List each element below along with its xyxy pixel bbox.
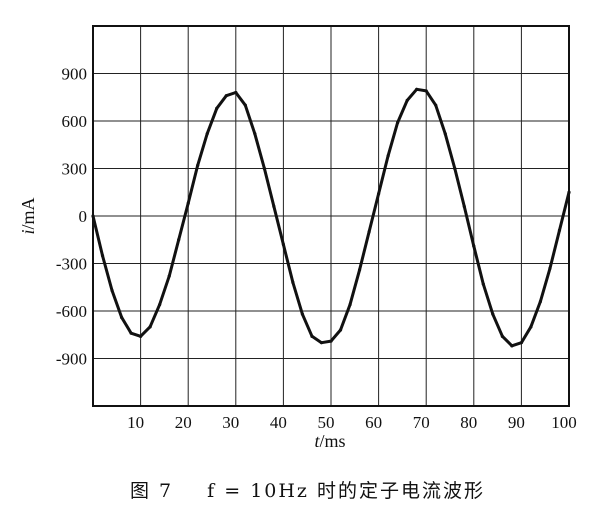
waveform-point [481,282,485,286]
waveform-point [158,303,162,307]
waveform-point [177,238,181,242]
x-axis-unit: /ms [320,431,346,451]
waveform-point [519,341,524,345]
waveform-point [424,89,428,93]
x-tick-label: 100 [551,413,577,432]
waveform-point [272,204,276,209]
waveform-point [386,154,390,158]
x-tick-label: 60 [365,413,382,432]
waveform-point [348,303,352,307]
waveform-point [548,266,552,270]
waveform-point [129,331,133,335]
waveform-point [253,132,257,136]
waveform-point [510,344,514,348]
waveform-point [434,103,438,107]
waveform-point [167,274,171,278]
waveform-point [338,328,343,332]
waveform-point [300,312,305,316]
waveform-point [119,315,124,319]
waveform-point [205,132,209,136]
x-tick-label: 10 [127,413,144,432]
figure-number: 图 7 [130,480,174,502]
x-tick-label: 90 [508,413,525,432]
y-axis-unit: /mA [18,197,38,229]
current-waveform-series [91,87,571,348]
y-axis-variable: i [18,230,38,235]
waveform-point [529,325,533,329]
waveform-point [405,98,409,103]
stator-current-chart: 10 20 30 40 50 60 70 80 90 100 900 600 300 0 -300 -600 -… [18,25,577,451]
waveform-point [443,132,447,136]
x-tick-label: 40 [270,413,287,432]
waveform-point [557,228,562,232]
waveform-point [196,163,200,167]
waveform-point [243,103,247,107]
y-tick-label: -900 [56,350,87,369]
waveform-point [224,94,228,98]
x-axis-title: t/ms [314,431,345,451]
y-tick-label: 900 [62,65,88,84]
waveform-point [291,280,295,285]
waveform-point [415,87,419,91]
tick-labels: 10 20 30 40 50 60 70 80 90 100 900 600 300 0 -300 -600 -… [56,65,577,433]
waveform-point [281,242,285,247]
x-tick-label: 80 [460,413,477,432]
plot-frame [92,25,570,407]
y-axis-title: i/mA [18,197,38,234]
y-tick-label: 600 [62,112,88,131]
waveform-point [110,288,114,293]
waveform-point [234,90,238,95]
y-tick-label: -600 [56,302,87,321]
grid [93,26,570,406]
x-tick-label: 20 [175,413,192,432]
waveform-point [396,120,400,125]
x-tick-label: 50 [318,413,335,432]
y-tick-label: 0 [79,207,88,226]
waveform-point [377,192,381,196]
waveform-point [139,334,143,338]
x-axis-variable: t [314,431,320,451]
waveform-point [148,325,152,329]
waveform-point [310,334,314,338]
y-tick-label: -300 [56,255,87,274]
x-tick-label: 70 [413,413,430,432]
waveform-point [500,334,504,338]
waveform-point [472,244,476,248]
figure-caption: 图 7 f = 10Hz 时的定子电流波形 [0,476,615,503]
caption-text: f = 10Hz 时的定子电流波形 [207,480,485,502]
waveform-point [453,166,457,171]
waveform-point [538,299,543,304]
x-tick-label: 30 [222,413,239,432]
waveform-point [367,230,371,234]
waveform-point [100,253,105,258]
waveform-point [491,312,495,316]
waveform-point [357,268,362,272]
waveform-point [186,201,190,205]
waveform-point [462,204,466,209]
waveform-point [319,341,324,345]
y-tick-label: 300 [62,160,88,179]
waveform-point [215,106,219,110]
waveform-point [262,166,266,171]
waveform-point [329,339,333,343]
